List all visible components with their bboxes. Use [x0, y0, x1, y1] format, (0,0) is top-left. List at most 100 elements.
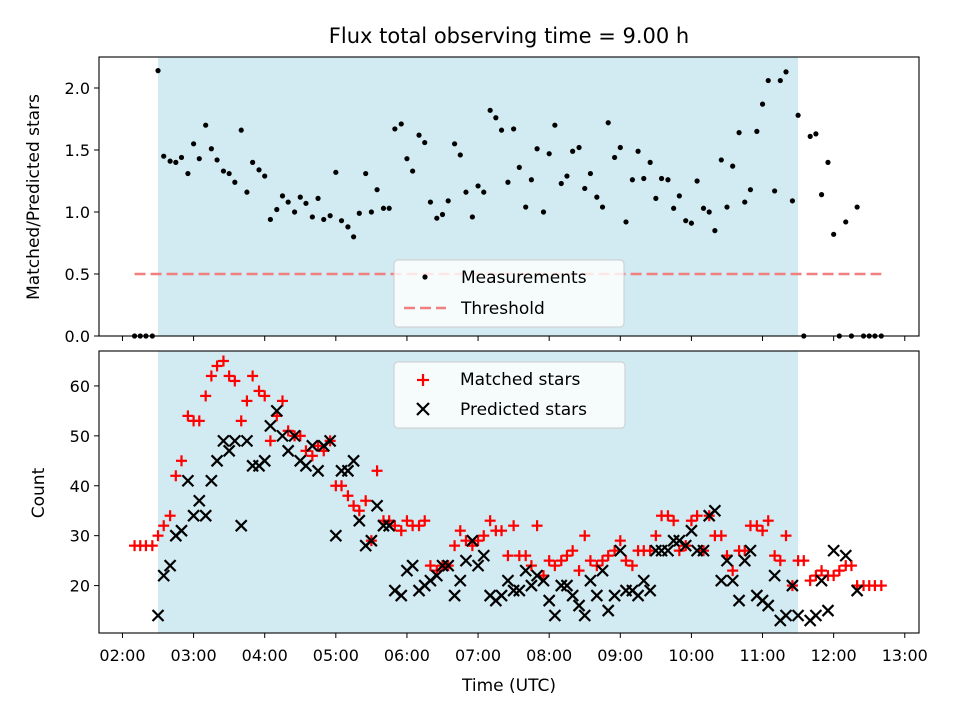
measurement-point: [422, 139, 428, 146]
bottom-x-tick-label: 02:00: [99, 646, 145, 665]
matched-stars-series: [129, 355, 887, 592]
predicted-star-point: [370, 499, 384, 513]
matched-star-point: [170, 470, 182, 482]
matched-star-point: [454, 525, 466, 537]
predicted-star-point: [649, 544, 663, 557]
measurement-point: [718, 157, 724, 163]
top-y-tick-label: 2.0: [65, 79, 90, 98]
legend-matched-label: Matched stars: [460, 370, 580, 390]
matched-star-point: [668, 515, 680, 527]
matched-star-point: [685, 515, 697, 527]
measurement-point: [469, 214, 475, 220]
matched-star-point: [336, 480, 348, 492]
measurement-point: [706, 209, 712, 215]
predicted-star-point: [471, 559, 485, 572]
predicted-star-point: [779, 609, 793, 622]
bottom-y-tick-label: 50: [70, 427, 90, 446]
top-x-ticks: [121, 336, 906, 341]
matched-star-point: [520, 550, 532, 562]
matched-star-point: [175, 455, 187, 467]
predicted-star-point: [163, 559, 177, 572]
measurement-point: [505, 179, 511, 185]
measurement-point: [534, 146, 540, 152]
measurement-point: [807, 133, 813, 139]
bottom-x-tick-label: 08:00: [526, 646, 572, 665]
measurement-point: [772, 188, 778, 194]
measurement-point: [155, 68, 161, 74]
bottom-x-tick-label: 03:00: [171, 646, 217, 665]
predicted-star-point: [578, 609, 592, 622]
measurement-point: [185, 170, 191, 177]
measurement-point: [404, 156, 410, 162]
measurement-point: [256, 167, 262, 173]
measurement-point: [457, 152, 463, 158]
matched-star-point: [253, 385, 265, 397]
predicted-star-point: [791, 609, 805, 622]
measurement-point: [208, 146, 214, 152]
measurement-point: [475, 183, 481, 189]
matched-star-point: [757, 525, 769, 537]
predicted-star-point: [205, 474, 218, 488]
matched-star-point: [828, 570, 840, 582]
matched-star-point: [419, 515, 431, 527]
legend-predicted-marker: [416, 402, 430, 416]
matched-star-point: [164, 510, 176, 522]
measurement-point: [683, 218, 689, 224]
measurement-point: [730, 163, 736, 169]
predicted-star-point: [596, 564, 609, 577]
predicted-star-point: [501, 574, 515, 587]
measurement-point: [724, 204, 730, 210]
matched-star-point: [833, 565, 845, 577]
predicted-star-point: [157, 569, 170, 582]
predicted-star-point: [258, 454, 271, 468]
measurement-point: [178, 154, 185, 161]
predicted-star-point: [815, 574, 828, 587]
top-y-ticks: 0.0 0.5 1.0 1.5 2.0: [65, 79, 99, 346]
measurement-point: [647, 159, 653, 165]
measurement-point: [676, 193, 682, 199]
predicted-star-point: [643, 584, 657, 597]
bottom-x-tick-label: 13:00: [882, 646, 928, 665]
matched-star-point: [158, 520, 170, 532]
measurement-point: [363, 170, 369, 177]
matched-star-point: [579, 530, 591, 542]
measurement-point: [374, 187, 380, 193]
predicted-star-point: [667, 534, 680, 547]
matched-star-point: [264, 435, 276, 447]
measurement-point: [700, 205, 707, 211]
matched-star-point: [395, 525, 407, 537]
predicted-star-point: [210, 454, 224, 468]
matched-star-point: [727, 565, 739, 577]
matched-star-point: [342, 490, 354, 502]
measurement-point: [439, 211, 446, 218]
bottom-x-tick-label: 12:00: [811, 646, 857, 665]
measurement-point: [617, 144, 623, 151]
matched-star-point: [449, 540, 461, 552]
predicted-star-point: [708, 504, 722, 517]
measurement-point: [345, 224, 351, 230]
predicted-star-point: [519, 564, 532, 577]
predicted-star-point: [786, 579, 799, 592]
predicted-star-point: [441, 559, 455, 572]
legend-matched-marker: [417, 374, 429, 386]
predicted-star-point: [679, 539, 693, 552]
measurement-point: [818, 192, 825, 198]
predicted-star-point: [809, 609, 823, 622]
matched-star-point: [235, 415, 247, 427]
matched-star-point: [609, 545, 621, 557]
predicted-star-point: [430, 569, 444, 582]
predicted-star-point: [537, 574, 550, 587]
matched-star-point: [294, 430, 306, 442]
predicted-star-point: [187, 509, 200, 522]
predicted-star-point: [584, 574, 597, 587]
measurement-point: [854, 204, 860, 210]
predicted-star-point: [377, 519, 390, 532]
bottom-x-tick-label: 04:00: [242, 646, 288, 665]
matched-star-point: [715, 530, 727, 542]
legend-threshold-label: Threshold: [460, 299, 545, 319]
measurement-point: [594, 194, 600, 200]
bottom-legend-box: [393, 361, 626, 429]
predicted-star-point: [240, 434, 254, 448]
matched-star-point: [182, 410, 194, 422]
measurement-point: [398, 121, 404, 127]
